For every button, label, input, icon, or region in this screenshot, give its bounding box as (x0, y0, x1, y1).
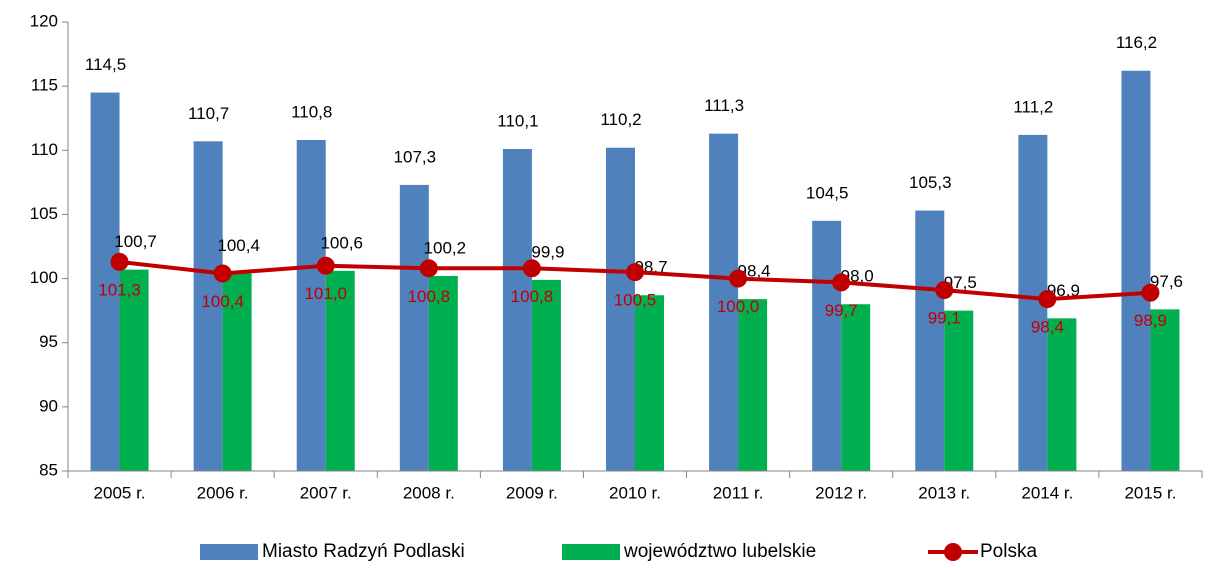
line-marker (213, 264, 232, 283)
bar (90, 92, 120, 472)
bar (222, 273, 252, 471)
bar-value-label: 110,8 (291, 103, 332, 122)
y-tick-label: 105 (30, 204, 58, 223)
line-marker (626, 263, 644, 282)
x-tick-label: 2011 r. (713, 483, 764, 502)
bar (635, 295, 664, 471)
line-value-label: 100,8 (408, 287, 451, 306)
bar (1150, 309, 1180, 471)
bar (841, 304, 871, 471)
legend-marker (944, 543, 962, 561)
line-marker (316, 256, 335, 275)
line-value-label: 101,3 (98, 280, 141, 299)
x-tick-label: 2005 r. (94, 483, 146, 502)
line-value-label: 99,7 (825, 301, 858, 320)
line-value-label: 100,5 (614, 291, 657, 310)
bar (606, 147, 635, 471)
line-value-label: 101,0 (304, 284, 347, 303)
bar (119, 269, 149, 471)
line-value-label: 99,1 (928, 309, 961, 328)
bar-value-label: 111,3 (704, 96, 744, 115)
legend-swatch (200, 544, 258, 560)
line-marker (522, 259, 541, 278)
y-tick-label: 100 (30, 268, 58, 287)
y-tick-label: 90 (39, 396, 58, 415)
legend-label: województwo lubelskie (623, 541, 816, 562)
x-tick-label: 2010 r. (609, 483, 661, 502)
bar-value-label: 100,7 (114, 232, 157, 251)
bar-value-label: 116,2 (1116, 33, 1157, 52)
bar (399, 184, 429, 471)
bar (1047, 318, 1077, 471)
bar-value-label: 114,5 (85, 55, 126, 74)
legend-label: Polska (980, 541, 1037, 562)
bar-value-label: 100,2 (424, 238, 467, 257)
line-marker (419, 259, 438, 278)
bar-value-label: 110,7 (188, 104, 229, 123)
bar-value-label: 107,3 (394, 147, 437, 166)
line-value-label: 98,4 (1031, 318, 1064, 337)
y-tick-label: 120 (30, 11, 58, 30)
line-marker (729, 269, 748, 288)
bar-value-label: 100,6 (320, 233, 363, 252)
bar-value-label: 110,1 (497, 111, 538, 130)
x-tick-label: 2015 r. (1124, 483, 1176, 502)
line-marker (832, 273, 851, 292)
line-value-label: 100,8 (511, 287, 554, 306)
legend-label: Miasto Radzyń Podlaski (262, 541, 465, 562)
bar (812, 220, 842, 471)
line-marker (935, 281, 954, 300)
bar (944, 310, 974, 471)
bar (428, 276, 458, 471)
bar (738, 299, 768, 471)
line-marker (1038, 290, 1057, 309)
y-tick-label: 115 (31, 76, 58, 95)
line-value-label: 98,9 (1134, 311, 1167, 330)
bar (502, 149, 532, 471)
y-tick-label: 85 (39, 460, 58, 479)
line-value-label: 100,0 (717, 297, 760, 316)
bar (531, 279, 561, 471)
bar-value-label: 110,2 (600, 110, 641, 129)
bar-value-label: 99,9 (531, 242, 564, 261)
bar (193, 141, 223, 471)
y-tick-label: 95 (39, 332, 58, 351)
x-tick-label: 2014 r. (1021, 483, 1073, 502)
x-tick-label: 2013 r. (918, 483, 970, 502)
bar-value-label: 97,6 (1150, 272, 1183, 291)
line-marker (1141, 283, 1160, 302)
bar-value-label: 104,5 (806, 183, 849, 202)
x-tick-label: 2009 r. (506, 483, 558, 502)
bar (1121, 70, 1151, 472)
bar (915, 210, 945, 471)
y-tick-label: 110 (31, 140, 58, 159)
bar (296, 140, 326, 471)
bar-value-label: 100,4 (217, 236, 260, 255)
bar (709, 133, 739, 471)
x-tick-label: 2007 r. (300, 483, 352, 502)
bar-value-label: 111,2 (1013, 97, 1053, 116)
bar-value-label: 105,3 (909, 173, 952, 192)
line-marker (110, 252, 129, 271)
x-tick-label: 2012 r. (815, 483, 867, 502)
x-tick-label: 2006 r. (197, 483, 249, 502)
bar (325, 270, 355, 471)
line-value-label: 100,4 (201, 292, 244, 311)
legend-swatch (562, 544, 620, 560)
x-tick-label: 2008 r. (403, 483, 455, 502)
